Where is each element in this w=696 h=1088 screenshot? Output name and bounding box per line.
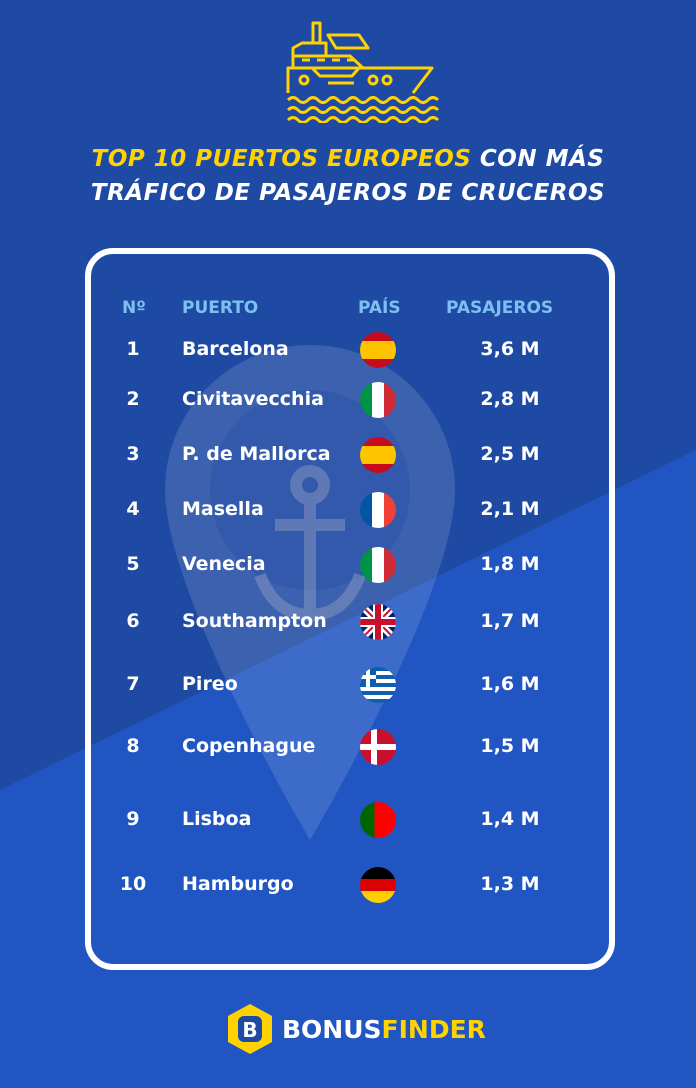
passengers-value: 1,4 M (480, 808, 540, 830)
flag-it-icon (360, 382, 396, 418)
passengers-value: 3,6 M (480, 338, 540, 360)
rank: 8 (126, 735, 140, 757)
rank: 9 (126, 808, 140, 830)
port-name: Masella (182, 498, 264, 520)
flag-es-icon (360, 332, 396, 368)
flag-de-icon (360, 867, 396, 903)
passengers-value: 1,5 M (480, 735, 540, 757)
rank: 5 (126, 553, 140, 575)
port-name: P. de Mallorca (182, 443, 331, 465)
port-name: Venecia (182, 553, 266, 575)
flag-uk-icon (360, 604, 396, 640)
header-number: Nº (122, 298, 146, 318)
passengers-value: 1,6 M (480, 673, 540, 695)
port-name: Hamburgo (182, 873, 294, 895)
header-port: PUERTO (182, 298, 259, 318)
rank: 7 (126, 673, 140, 695)
rank: 2 (126, 388, 140, 410)
passengers-value: 2,5 M (480, 443, 540, 465)
passengers-value: 2,1 M (480, 498, 540, 520)
flag-it-icon (360, 547, 396, 583)
passengers-value: 1,3 M (480, 873, 540, 895)
flag-es-icon (360, 437, 396, 473)
port-name: Copenhague (182, 735, 316, 757)
table-row: 2 Civitavecchia 2,8 M (0, 380, 696, 420)
table-row: 10 Hamburgo 1,3 M (0, 865, 696, 905)
bonusfinder-hex-icon: B (228, 1004, 272, 1054)
flag-dk-icon (360, 729, 396, 765)
passengers-value: 1,7 M (480, 610, 540, 632)
table-row: 9 Lisboa 1,4 M (0, 800, 696, 840)
table-row: 7 Pireo 1,6 M (0, 665, 696, 705)
flag-gr-icon (360, 667, 396, 703)
title-line-2: TRÁFICO DE PASAJEROS DE CRUCEROS (90, 180, 606, 206)
svg-text:B: B (242, 1018, 257, 1042)
cruise-ship-icon (286, 21, 440, 123)
bonusfinder-logo: B BONUSFINDER (226, 1003, 486, 1055)
flag-fr-icon (360, 492, 396, 528)
port-name: Southampton (182, 610, 327, 632)
rank: 4 (126, 498, 140, 520)
table-row: 6 Southampton 1,7 M (0, 602, 696, 642)
port-name: Civitavecchia (182, 388, 324, 410)
passengers-value: 2,8 M (480, 388, 540, 410)
rank: 6 (126, 610, 140, 632)
header-country: PAÍS (358, 298, 401, 318)
port-name: Lisboa (182, 808, 252, 830)
table-row: 8 Copenhague 1,5 M (0, 727, 696, 767)
header-passengers: PASAJEROS (446, 298, 554, 318)
rank: 3 (126, 443, 140, 465)
table-row: 5 Venecia 1,8 M (0, 545, 696, 585)
port-name: Pireo (182, 673, 238, 695)
flag-pt-icon (360, 802, 396, 838)
table-row: 1 Barcelona 3,6 M (0, 330, 696, 370)
title-line-1: TOP 10 PUERTOS EUROPEOS CON MÁS (91, 146, 605, 172)
rank: 10 (119, 873, 147, 895)
passengers-value: 1,8 M (480, 553, 540, 575)
table-row: 3 P. de Mallorca 2,5 M (0, 435, 696, 475)
port-name: Barcelona (182, 338, 289, 360)
rank: 1 (126, 338, 140, 360)
table-row: 4 Masella 2,1 M (0, 490, 696, 530)
ranking-card (85, 248, 615, 970)
